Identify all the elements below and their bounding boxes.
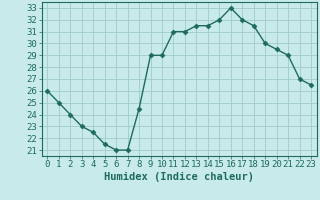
X-axis label: Humidex (Indice chaleur): Humidex (Indice chaleur) <box>104 172 254 182</box>
